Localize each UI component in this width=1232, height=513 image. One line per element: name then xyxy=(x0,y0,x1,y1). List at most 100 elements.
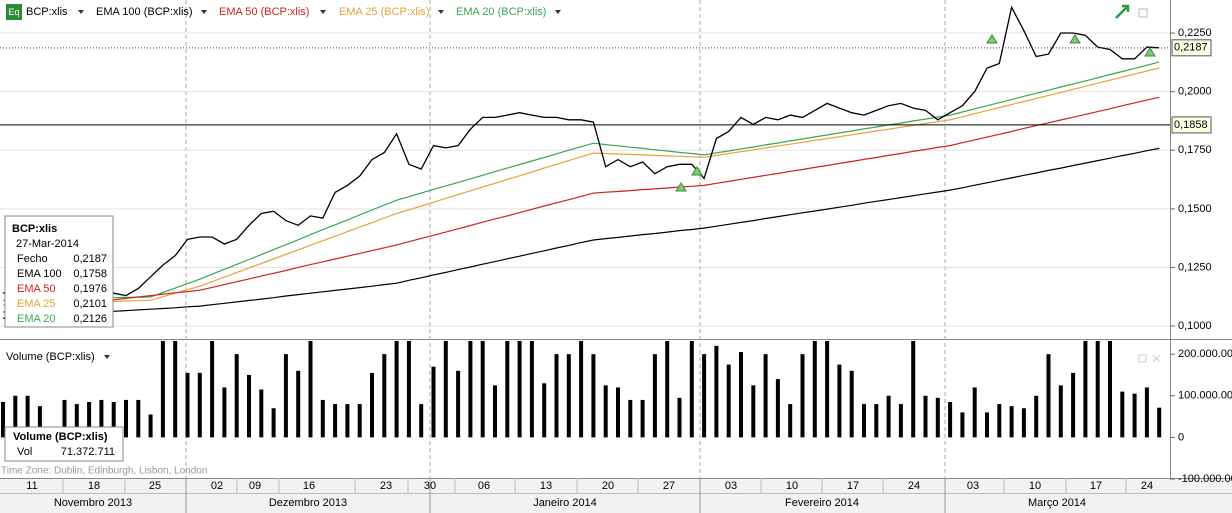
volume-bar xyxy=(480,341,485,438)
y-tick-label: 0,2000 xyxy=(1178,86,1212,98)
volume-bar xyxy=(468,341,473,438)
app-icon[interactable] xyxy=(6,4,22,20)
x-tick-label: 16 xyxy=(303,480,315,492)
signal-marker xyxy=(986,34,998,44)
legend-entry[interactable]: EMA 50 (BCP:xlis) xyxy=(219,6,309,18)
dropdown-arrow[interactable] xyxy=(320,10,326,14)
volume-bar xyxy=(197,372,202,438)
volume-bar xyxy=(1034,395,1039,438)
volume-bar xyxy=(357,404,362,438)
x-tick-label: 17 xyxy=(1090,480,1102,492)
legend-entry[interactable]: EMA 20 (BCP:xlis) xyxy=(456,6,546,18)
volume-bar xyxy=(1,402,5,438)
volume-bar xyxy=(87,402,92,438)
signal-marker xyxy=(1069,34,1081,44)
volume-bar xyxy=(849,370,854,438)
dropdown-arrow[interactable] xyxy=(104,355,110,359)
ema-line xyxy=(2,67,1160,306)
x-tick-label: 27 xyxy=(663,480,675,492)
dropdown-arrow[interactable] xyxy=(438,10,444,14)
volume-bar xyxy=(296,370,301,438)
price-marker-label: 0,2187 xyxy=(1174,42,1208,54)
volume-bar xyxy=(616,387,620,438)
panel-icon[interactable] xyxy=(1138,8,1148,18)
signal-marker xyxy=(675,182,687,192)
volume-bar xyxy=(247,374,251,438)
volume-bar xyxy=(1083,341,1088,438)
volume-bar xyxy=(210,341,215,438)
volume-bar xyxy=(763,354,768,438)
ema-line xyxy=(2,61,1160,301)
ema-line xyxy=(2,96,1160,313)
volume-bar xyxy=(62,399,67,438)
volume-bar xyxy=(234,354,239,438)
volume-bar xyxy=(74,404,79,438)
info-label: Vol xyxy=(17,446,32,458)
time-axis-bg xyxy=(0,478,1232,513)
volume-bars xyxy=(1,341,1162,438)
info-value: 71.372.711 xyxy=(61,446,115,458)
panel-icon[interactable] xyxy=(1138,354,1147,363)
volume-bar xyxy=(1120,391,1125,438)
volume-bar xyxy=(1095,341,1100,438)
info-value: 0,2187 xyxy=(73,253,107,265)
volume-bar xyxy=(173,341,178,438)
dropdown-arrow[interactable] xyxy=(201,10,207,14)
price-marker-box xyxy=(1171,39,1212,57)
x-tick-label: 10 xyxy=(1029,480,1041,492)
trend-icon[interactable] xyxy=(1115,4,1130,19)
volume-bar xyxy=(874,404,879,438)
volume-bar xyxy=(997,404,1002,438)
volume-bar xyxy=(972,387,977,438)
close-icon[interactable] xyxy=(1152,354,1161,363)
x-tick-label: 30 xyxy=(424,480,436,492)
volume-bar xyxy=(1157,407,1162,438)
legend-entry[interactable]: EMA 25 (BCP:xlis) xyxy=(339,6,429,18)
info-date: 27-Mar-2014 xyxy=(16,238,79,250)
y-tick-label: 0 xyxy=(1178,431,1184,443)
volume-bar xyxy=(419,404,424,438)
volume-bar xyxy=(812,341,817,438)
volume-bar xyxy=(382,354,387,438)
volume-bar xyxy=(1071,372,1076,438)
info-box xyxy=(4,426,124,462)
volume-bar xyxy=(493,385,497,438)
volume-bar xyxy=(185,372,190,438)
x-tick-label: 18 xyxy=(88,480,100,492)
volume-bar xyxy=(640,399,645,438)
volume-bar xyxy=(160,341,165,438)
legend-entry[interactable]: EMA 100 (BCP:xlis) xyxy=(96,6,193,18)
volume-bar xyxy=(923,395,928,438)
volume-bar xyxy=(1144,387,1149,438)
dropdown-arrow[interactable] xyxy=(555,10,561,14)
month-label: Novembro 2013 xyxy=(54,497,132,509)
volume-bar xyxy=(603,385,608,438)
volume-bar xyxy=(665,341,670,438)
volume-bar xyxy=(333,404,338,438)
volume-bar xyxy=(431,366,436,438)
dropdown-arrow[interactable] xyxy=(78,10,84,14)
legend-entry[interactable]: BCP:xlis xyxy=(26,6,68,18)
volume-bar xyxy=(1058,385,1063,438)
volume-bar xyxy=(37,406,42,438)
volume-bar xyxy=(1046,354,1051,438)
x-tick-label: 17 xyxy=(847,480,859,492)
volume-bar xyxy=(788,404,793,438)
volume-bar xyxy=(886,395,891,438)
month-label: Março 2014 xyxy=(1028,497,1086,509)
x-tick-label: 24 xyxy=(1141,480,1153,492)
volume-bar xyxy=(148,414,153,438)
month-label: Janeiro 2014 xyxy=(533,497,597,509)
info-label: EMA 25 xyxy=(17,298,56,310)
y-tick-label: 200.000.000 xyxy=(1178,348,1232,360)
info-value: 0,1976 xyxy=(73,283,107,295)
volume-bar xyxy=(124,399,128,438)
volume-bar xyxy=(775,379,780,438)
info-label: Fecho xyxy=(17,253,48,265)
volume-bar xyxy=(271,408,276,438)
x-tick-label: 03 xyxy=(725,480,737,492)
volume-bar xyxy=(1009,406,1014,438)
info-title: BCP:xlis xyxy=(12,223,57,235)
volume-bar xyxy=(554,354,559,438)
volume-bar xyxy=(948,402,953,438)
